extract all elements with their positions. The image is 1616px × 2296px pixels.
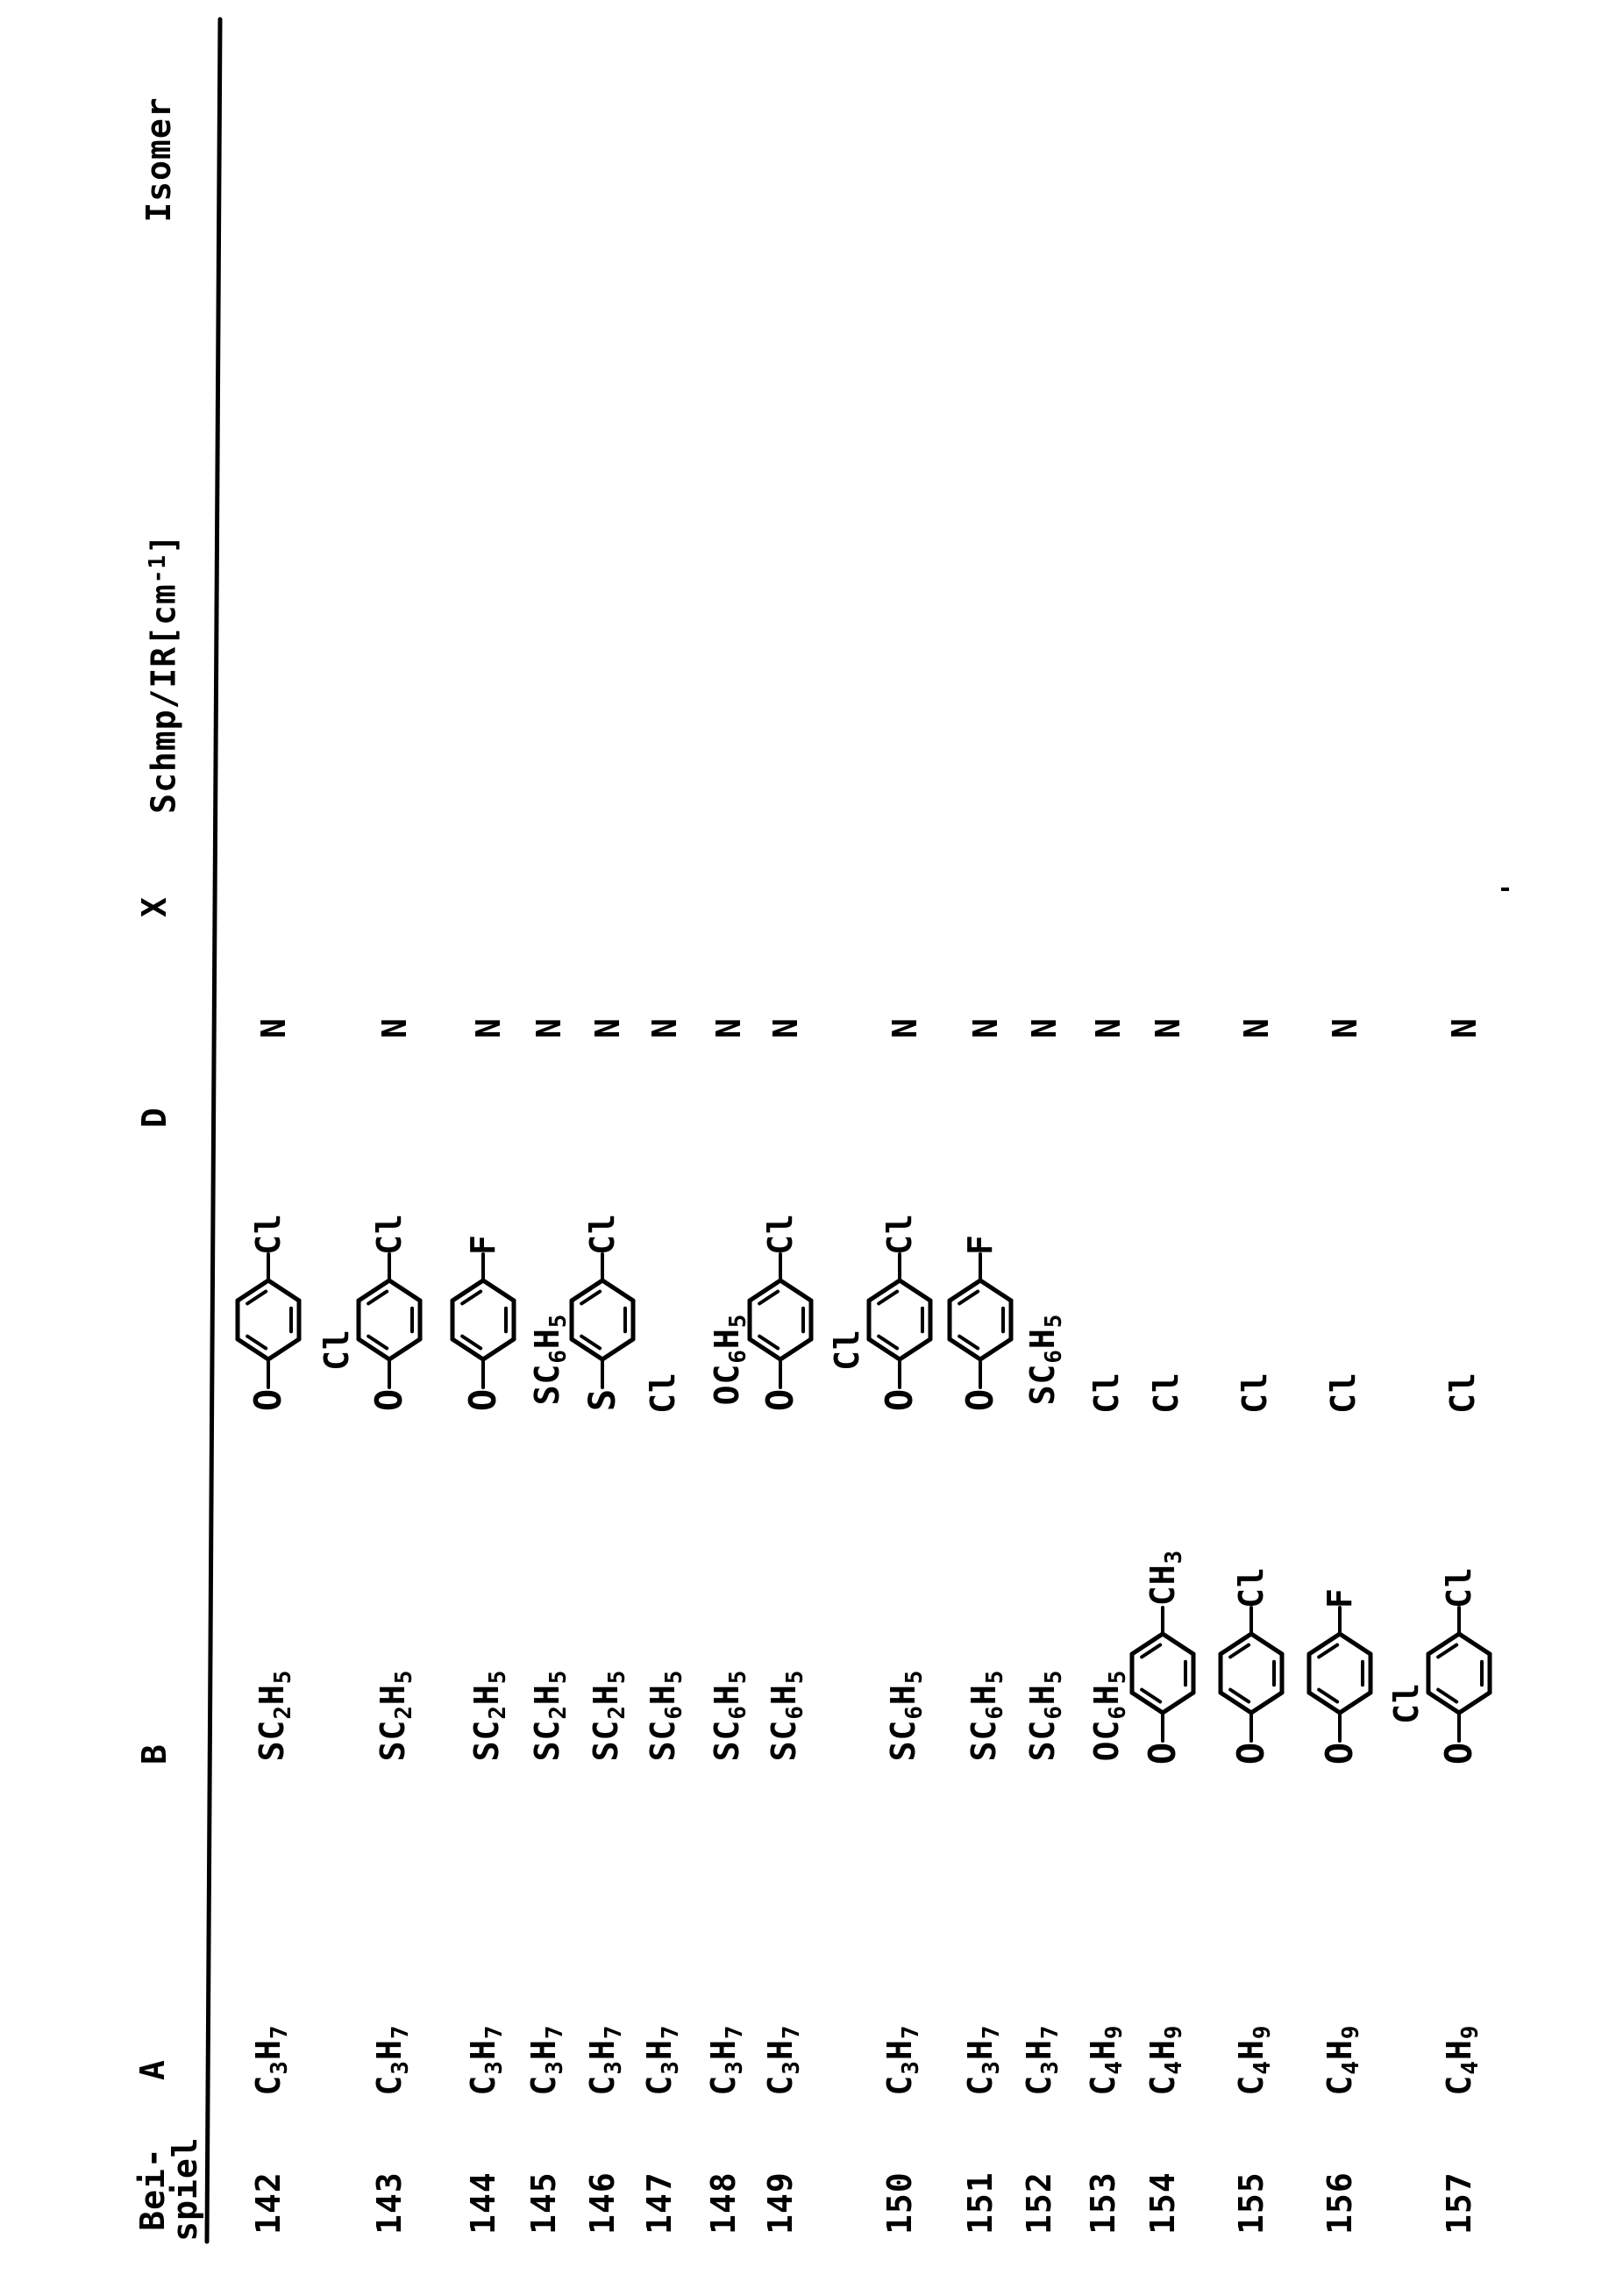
x-value: N bbox=[1326, 1017, 1364, 1038]
benzene-ring-edge bbox=[866, 1337, 902, 1362]
benzene-ring-edge bbox=[387, 1278, 423, 1303]
x-value: N bbox=[1445, 1017, 1484, 1038]
benzene-ring-edge bbox=[266, 1337, 302, 1362]
benzene-double-bond bbox=[877, 1289, 900, 1306]
benzene-ring-edge bbox=[978, 1278, 1014, 1303]
benzene-double-bond bbox=[580, 1334, 602, 1351]
benzene-double-bond bbox=[1436, 1687, 1459, 1704]
benzene-ring-edge bbox=[1218, 1631, 1254, 1657]
ortho-substituent-label: Cl bbox=[317, 1329, 356, 1371]
benzene-double-bond bbox=[580, 1289, 602, 1306]
x-value: N bbox=[886, 1017, 924, 1038]
benzene-ring-edge bbox=[947, 1278, 983, 1303]
benzene-double-bond bbox=[246, 1334, 268, 1351]
col-header-schmp-ir: Schmp/IR[cm-1] bbox=[144, 533, 183, 814]
benzene-ring-edge bbox=[1160, 1690, 1196, 1715]
benzene-double-bond bbox=[957, 1334, 980, 1351]
x-value: N bbox=[254, 1017, 293, 1038]
benzene-ring-edge bbox=[1129, 1690, 1165, 1715]
benzene-ring-edge bbox=[1426, 1631, 1462, 1657]
benzene-ring-edge bbox=[866, 1278, 902, 1303]
benzene-double-bond bbox=[246, 1289, 268, 1306]
benzene-double-bond bbox=[758, 1334, 780, 1351]
x-value: N bbox=[469, 1017, 508, 1038]
benzene-double-bond bbox=[1317, 1643, 1340, 1659]
benzene-double-bond bbox=[367, 1289, 389, 1306]
benzene-double-bond bbox=[367, 1334, 389, 1351]
benzene-ring-edge bbox=[600, 1337, 636, 1362]
benzene-ring-edge bbox=[1456, 1690, 1492, 1715]
benzene-ring-edge bbox=[356, 1337, 392, 1362]
x-value: N bbox=[1149, 1017, 1187, 1038]
benzene-ring-edge bbox=[778, 1337, 814, 1362]
benzene-ring-edge bbox=[235, 1337, 271, 1362]
x-value: N bbox=[588, 1017, 627, 1038]
benzene-ring-edge bbox=[569, 1278, 605, 1303]
benzene-double-bond bbox=[1228, 1643, 1251, 1659]
col-header-b: B bbox=[135, 1743, 174, 1765]
x-value: N bbox=[530, 1017, 568, 1038]
benzene-ring-edge bbox=[1337, 1690, 1373, 1715]
benzene-ring-edge bbox=[481, 1278, 516, 1303]
benzene-double-bond bbox=[460, 1289, 483, 1306]
x-value: N bbox=[766, 1017, 805, 1038]
benzene-ring-edge bbox=[1249, 1631, 1285, 1657]
benzene-ring-edge bbox=[947, 1337, 983, 1362]
header-separator-line bbox=[204, 17, 223, 2244]
benzene-ring-edge bbox=[1129, 1631, 1165, 1657]
x-value: N bbox=[966, 1017, 1005, 1038]
benzene-ring-edge bbox=[897, 1278, 933, 1303]
x-value: N bbox=[1237, 1017, 1276, 1038]
benzene-ring-edge bbox=[569, 1337, 605, 1362]
benzene-double-bond bbox=[1436, 1643, 1459, 1659]
benzene-double-bond bbox=[1140, 1643, 1163, 1659]
benzene-double-bond bbox=[1140, 1687, 1163, 1704]
benzene-ring-edge bbox=[600, 1278, 636, 1303]
ortho-substituent-label: Cl bbox=[1387, 1682, 1426, 1724]
benzene-ring-edge bbox=[1249, 1690, 1285, 1715]
benzene-ring-edge bbox=[897, 1337, 933, 1362]
benzene-ring-edge bbox=[978, 1337, 1014, 1362]
x-value: N bbox=[375, 1017, 414, 1038]
benzene-ring-edge bbox=[1426, 1690, 1462, 1715]
benzene-double-bond bbox=[758, 1289, 780, 1306]
benzene-ring-edge bbox=[747, 1278, 783, 1303]
benzene-double-bond bbox=[1317, 1687, 1340, 1704]
speck-artifact bbox=[1501, 888, 1509, 891]
benzene-ring-edge bbox=[1218, 1690, 1254, 1715]
benzene-ring-edge bbox=[1456, 1631, 1492, 1657]
benzene-ring-edge bbox=[747, 1337, 783, 1362]
col-header-isomer: Isomer bbox=[139, 96, 178, 223]
x-value: N bbox=[645, 1017, 684, 1038]
benzene-ring-edge bbox=[387, 1337, 423, 1362]
benzene-ring-edge bbox=[450, 1337, 486, 1362]
benzene-double-bond bbox=[1228, 1687, 1251, 1704]
benzene-ring-edge bbox=[1306, 1690, 1342, 1715]
benzene-ring-edge bbox=[450, 1278, 486, 1303]
benzene-ring-edge bbox=[266, 1278, 302, 1303]
benzene-ring-edge bbox=[1160, 1631, 1196, 1657]
benzene-double-bond bbox=[877, 1334, 900, 1351]
benzene-ring-edge bbox=[778, 1278, 814, 1303]
x-value: N bbox=[709, 1017, 748, 1038]
benzene-ring-edge bbox=[235, 1278, 271, 1303]
ortho-substituent-label: Cl bbox=[828, 1329, 866, 1371]
benzene-ring-edge bbox=[1337, 1631, 1373, 1657]
x-value: N bbox=[1089, 1017, 1128, 1038]
benzene-ring-edge bbox=[1306, 1631, 1342, 1657]
benzene-ring-edge bbox=[481, 1337, 516, 1362]
benzene-ring-edge bbox=[356, 1278, 392, 1303]
benzene-double-bond bbox=[957, 1289, 980, 1306]
x-value: N bbox=[1025, 1017, 1064, 1038]
benzene-double-bond bbox=[460, 1334, 483, 1351]
